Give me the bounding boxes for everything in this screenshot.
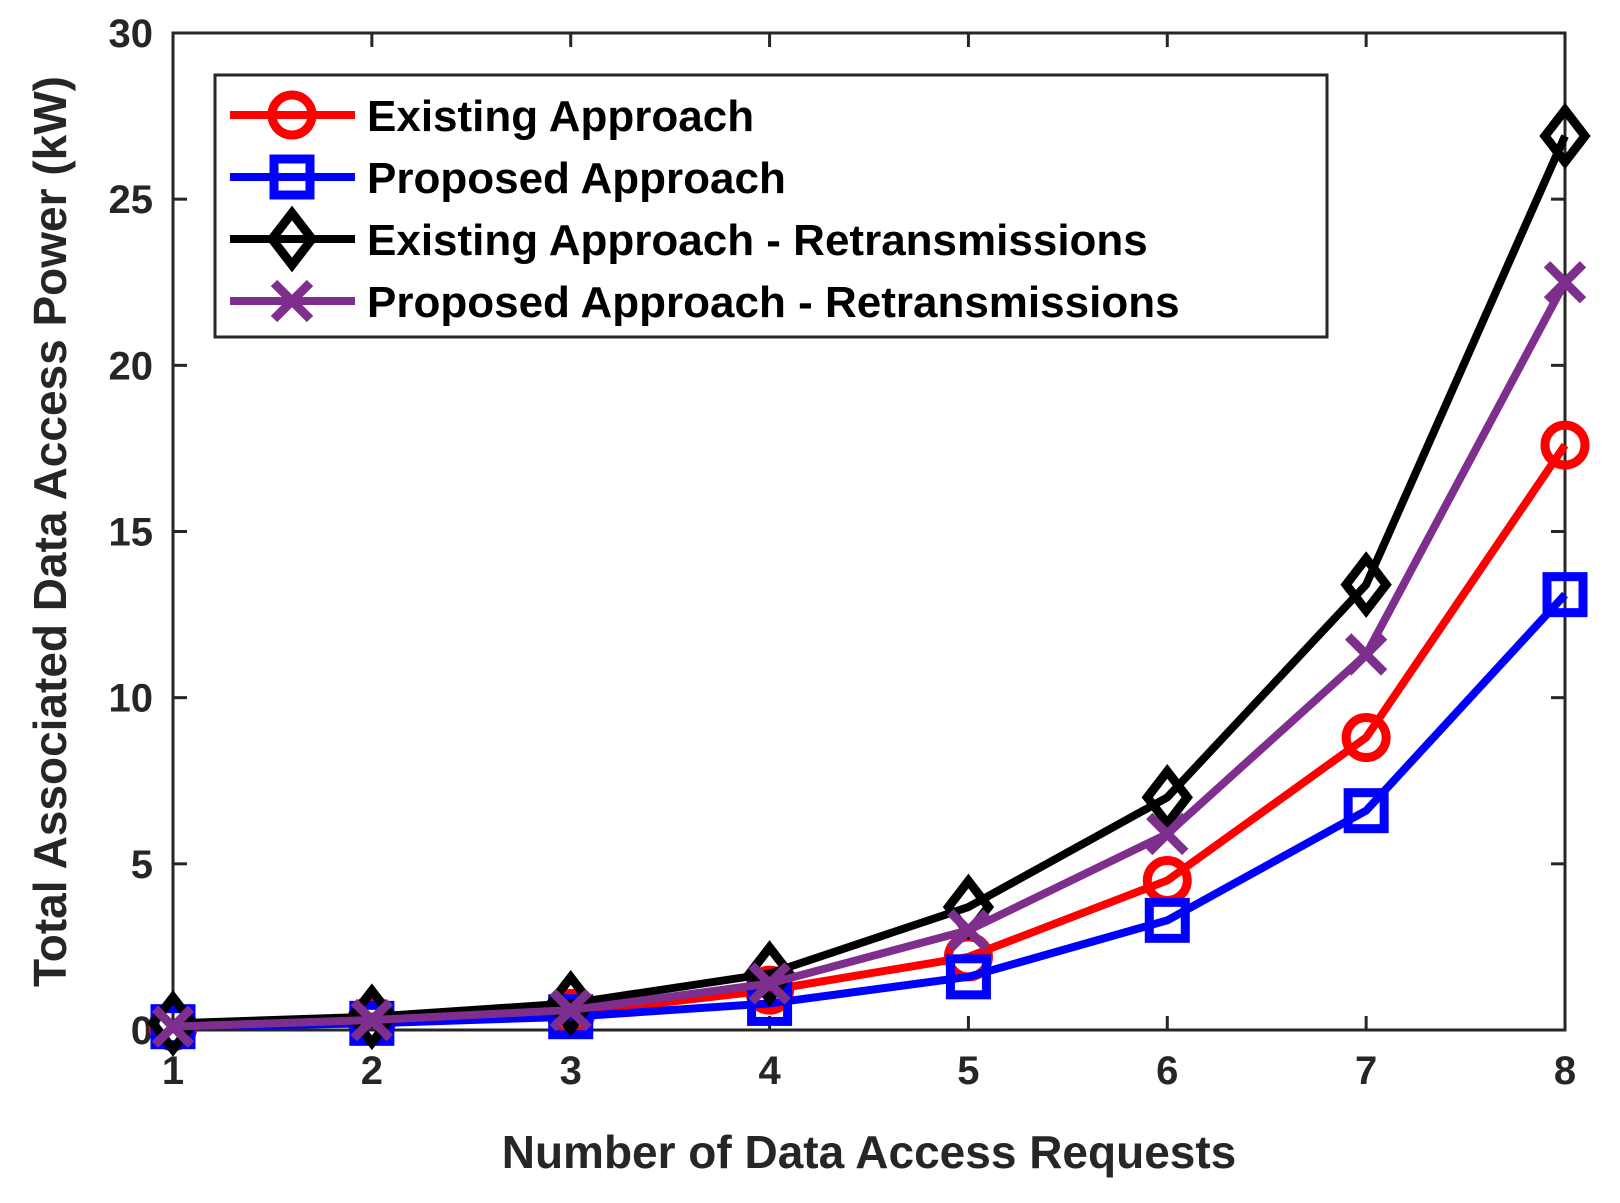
legend-label: Existing Approach - Retransmissions xyxy=(367,216,1148,265)
x-tick-label: 1 xyxy=(162,1049,184,1093)
legend-swatch-marker xyxy=(266,205,318,273)
x-tick-label: 8 xyxy=(1554,1049,1576,1093)
data-point-x xyxy=(947,909,990,952)
legend-label: Existing Approach xyxy=(367,92,754,141)
legend-entry: Proposed Approach xyxy=(230,154,786,203)
legend-label: Proposed Approach - Retransmissions xyxy=(367,278,1180,327)
legend-entry: Existing Approach xyxy=(230,90,754,141)
data-point-circle xyxy=(1341,713,1391,763)
data-point-square xyxy=(1144,897,1190,943)
y-tick-label: 5 xyxy=(131,843,153,887)
data-point-x xyxy=(549,988,592,1032)
data-point-x xyxy=(350,998,394,1042)
y-tick-label: 20 xyxy=(109,344,154,388)
x-tick-label: 6 xyxy=(1156,1049,1178,1093)
y-tick-label: 25 xyxy=(109,178,154,222)
data-point-square xyxy=(1343,788,1389,834)
y-tick-label: 10 xyxy=(109,677,154,721)
y-axis-title: Total Associated Data Access Power (kW) xyxy=(24,76,76,987)
legend-box xyxy=(213,73,1329,339)
legend-entry: Proposed Approach - Retransmissions xyxy=(230,278,1180,327)
legend-label: Proposed Approach xyxy=(367,154,786,203)
x-axis-title: Number of Data Access Requests xyxy=(502,1126,1237,1178)
x-tick-label: 2 xyxy=(361,1049,383,1093)
x-tick-label: 7 xyxy=(1355,1049,1377,1093)
data-point-x xyxy=(1344,633,1388,676)
data-point-circle xyxy=(1540,420,1590,470)
data-point-diamond xyxy=(1539,102,1591,170)
legend-swatch-marker xyxy=(270,279,314,323)
legend-entry: Existing Approach - Retransmissions xyxy=(230,205,1148,273)
legend-swatch-marker xyxy=(269,154,315,200)
data-point-diamond xyxy=(1340,551,1392,619)
data-point-square xyxy=(945,954,991,1000)
x-tick-label: 5 xyxy=(957,1049,979,1093)
x-tick-label: 3 xyxy=(560,1049,582,1093)
y-tick-label: 15 xyxy=(109,511,154,555)
series-line xyxy=(172,280,1569,1031)
data-point-x xyxy=(1543,261,1587,304)
x-tick-label: 4 xyxy=(758,1049,781,1093)
series-4 xyxy=(151,261,1587,1048)
data-point-x xyxy=(748,962,791,1005)
data-point-x xyxy=(151,1005,195,1048)
legend-swatch-marker xyxy=(267,90,317,140)
data-point-diamond xyxy=(1141,763,1193,831)
data-point-x xyxy=(1146,812,1189,856)
data-point-square xyxy=(1542,572,1588,618)
y-tick-label: 0 xyxy=(131,1009,153,1053)
y-tick-label: 30 xyxy=(109,12,154,56)
